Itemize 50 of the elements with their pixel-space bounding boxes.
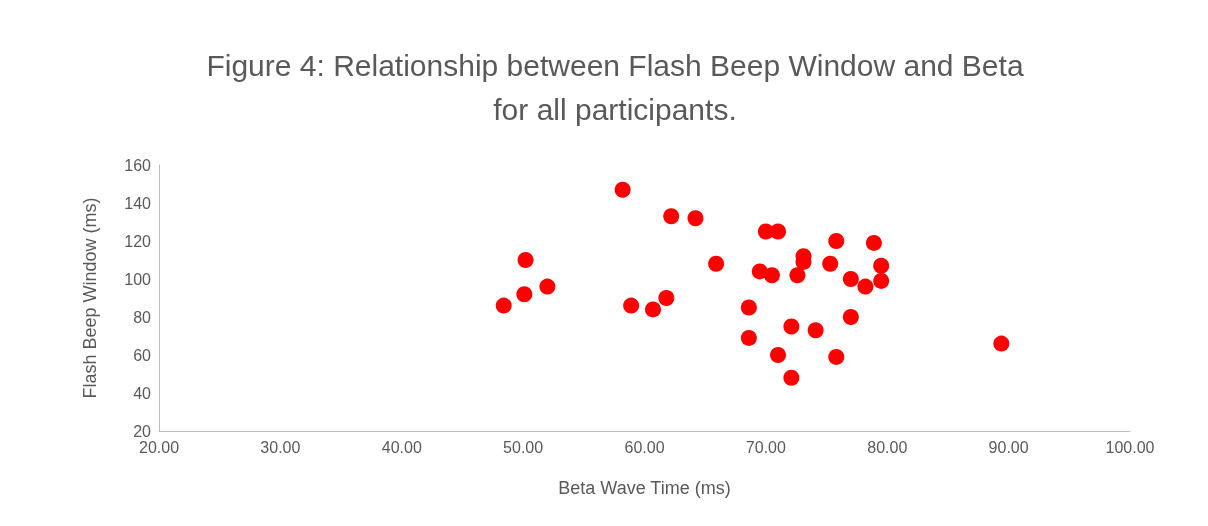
x-tick-label: 30.00 (260, 438, 301, 456)
point (857, 278, 874, 295)
x-tick-label: 70.00 (745, 438, 786, 456)
point (770, 223, 787, 240)
point (842, 309, 859, 325)
point (740, 299, 757, 316)
y-tick-label: 120 (124, 232, 152, 250)
x-tick-label: 60.00 (624, 438, 665, 456)
point (645, 301, 661, 318)
point (842, 271, 859, 287)
point (822, 255, 839, 272)
chart-title: Figure 4: Relationship between Flash Beep Window and Beta for all participants. (206, 48, 1024, 126)
point (828, 233, 845, 249)
point (783, 318, 800, 335)
point (687, 210, 704, 227)
x-tick-label: 80.00 (867, 438, 908, 456)
y-tick-label: 20 (133, 422, 152, 440)
x-tick-label: 40.00 (381, 438, 422, 456)
point (614, 181, 631, 198)
point (783, 369, 800, 386)
point (708, 255, 725, 272)
y-tick-label: 160 (124, 156, 152, 174)
point (740, 329, 757, 346)
x-tick-label: 20.00 (138, 438, 180, 456)
y-tick-label: 60 (133, 346, 152, 364)
point (873, 257, 890, 274)
point (516, 286, 533, 303)
point (763, 267, 780, 284)
point (663, 208, 680, 225)
point (539, 278, 556, 295)
point (495, 297, 512, 314)
point (517, 252, 534, 268)
x-tick-label: 100.00 (1105, 438, 1155, 456)
point (828, 348, 845, 365)
y-tick-label: 80 (133, 308, 152, 326)
y-axis-title: Flash Beep Window (ms) (80, 197, 100, 399)
x-tick-label: 90.00 (988, 438, 1029, 456)
point (873, 272, 890, 289)
x-axis-title: Beta Wave Time (ms) (558, 478, 731, 498)
point (807, 322, 824, 339)
point (658, 290, 675, 306)
point (993, 335, 1010, 352)
point (623, 297, 640, 314)
y-tick-label: 140 (124, 194, 152, 212)
point (789, 267, 806, 284)
point (865, 234, 882, 251)
y-tick-label: 100 (124, 270, 152, 288)
point (770, 347, 787, 363)
y-tick-label: 40 (133, 384, 152, 402)
x-tick-label: 50.00 (503, 438, 544, 456)
